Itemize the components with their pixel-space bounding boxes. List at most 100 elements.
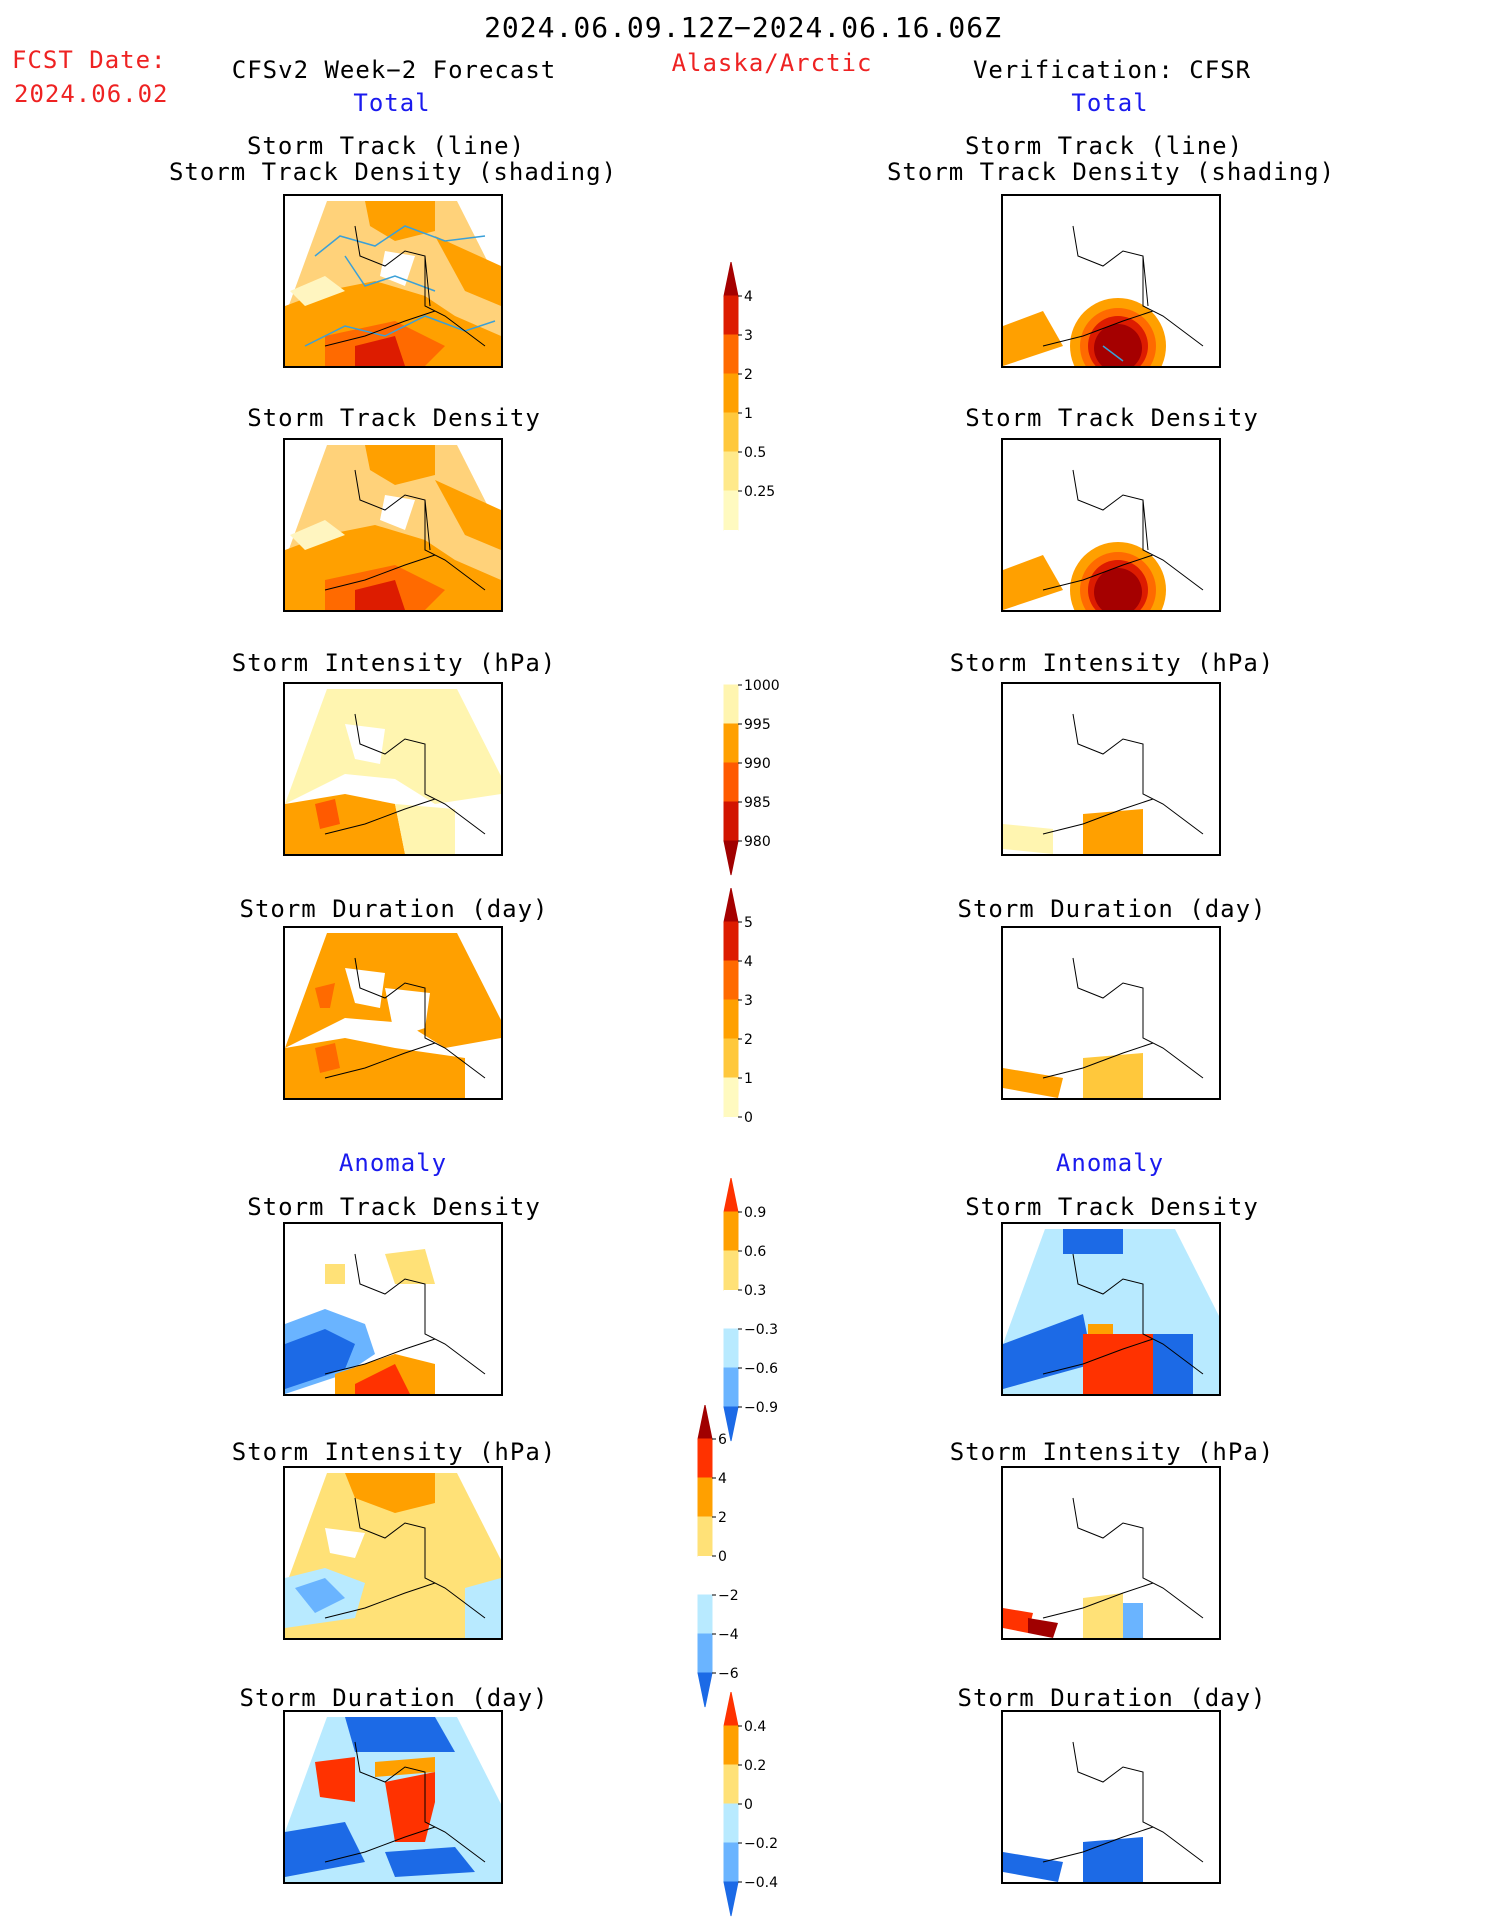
title-anom-intensity-right: Storm Intensity (hPa) <box>949 1438 1275 1466</box>
title-anom-density-left: Storm Track Density <box>247 1193 541 1221</box>
colorbar-label: 2 <box>744 367 753 383</box>
title-duration-left: Storm Duration (day) <box>239 895 549 923</box>
total-label-left: Total <box>353 89 431 117</box>
title-density-left: Storm Track Density <box>247 404 541 432</box>
forecast-title: CFSv2 Week−2 Forecast <box>231 56 557 84</box>
title-anom-intensity-left: Storm Intensity (hPa) <box>231 1438 557 1466</box>
total-label-right: Total <box>1071 89 1149 117</box>
colorbar-label: −4 <box>718 1627 739 1643</box>
colorbar-swatch <box>723 262 739 297</box>
colorbar-label: 985 <box>744 795 771 811</box>
colorbar-label: 0.5 <box>744 445 766 461</box>
colorbar-swatch <box>723 490 739 531</box>
title-track-line-left: Storm Track (line) <box>246 132 526 160</box>
colorbar-swatch <box>697 1438 713 1479</box>
map-anom-duration-verification <box>1001 1710 1221 1884</box>
verification-title: Verification: CFSR <box>972 56 1252 84</box>
colorbar-label: −2 <box>718 1588 739 1604</box>
colorbar-swatch <box>723 888 739 923</box>
colorbar-label: 0.2 <box>744 1758 766 1774</box>
colorbar-swatch <box>723 921 739 962</box>
colorbar-label: −0.6 <box>744 1361 778 1377</box>
map-duration-verification <box>1001 926 1221 1100</box>
title-anom-duration-right: Storm Duration (day) <box>957 1684 1267 1712</box>
colorbar-swatch <box>697 1594 713 1635</box>
colorbar-swatch <box>723 412 739 453</box>
colorbar-label: 0.4 <box>744 1719 766 1735</box>
colorbar-swatch <box>723 334 739 375</box>
map-duration-forecast <box>283 926 503 1100</box>
colorbar-swatch <box>723 1692 739 1727</box>
colorbar-label: 1 <box>744 1071 753 1087</box>
colorbar-label: 0 <box>718 1549 727 1565</box>
colorbar-label: 0 <box>744 1110 753 1126</box>
map-anom-density-forecast <box>283 1222 503 1396</box>
colorbar-swatch <box>723 1178 739 1213</box>
colorbar-label: 2 <box>744 1032 753 1048</box>
colorbar-swatch <box>698 1556 712 1595</box>
colorbar-label: −0.4 <box>744 1875 778 1891</box>
title-duration-right: Storm Duration (day) <box>957 895 1267 923</box>
colorbar-swatch <box>723 1842 739 1883</box>
colorbar-swatch <box>723 1211 739 1252</box>
colorbar-swatch <box>724 530 738 552</box>
colorbar-swatch <box>723 1367 739 1408</box>
map-anom-intensity-verification <box>1001 1466 1221 1640</box>
colorbar-label: 6 <box>718 1432 727 1448</box>
colorbar-swatch <box>723 373 739 414</box>
colorbar-swatch <box>723 762 739 803</box>
colorbar-swatch <box>723 1803 739 1844</box>
colorbar-label: 2 <box>718 1510 727 1526</box>
map-intensity-verification <box>1001 682 1221 856</box>
colorbar-swatch <box>723 684 739 725</box>
colorbar-swatch <box>723 451 739 492</box>
colorbar-swatch <box>723 295 739 336</box>
colorbar-label: 4 <box>744 289 753 305</box>
colorbar-swatch <box>723 840 739 876</box>
colorbar-label: −0.2 <box>744 1836 778 1852</box>
colorbar-label: −0.9 <box>744 1400 778 1416</box>
colorbar-label: −6 <box>718 1666 739 1682</box>
colorbar-swatch <box>697 1516 713 1557</box>
colorbar-swatch <box>723 1077 739 1118</box>
title-intensity-right: Storm Intensity (hPa) <box>949 649 1275 677</box>
colorbar-swatch <box>723 1406 739 1442</box>
map-track-forecast <box>283 194 503 368</box>
colorbar-swatch <box>723 1038 739 1079</box>
colorbar-label: 0.6 <box>744 1244 766 1260</box>
colorbar-swatch <box>723 999 739 1040</box>
colorbar-swatch <box>723 960 739 1001</box>
colorbar-intensity-total: 1000 995 990 985 980 <box>723 646 780 876</box>
colorbar-label: 1 <box>744 406 753 422</box>
colorbar-swatch <box>724 1117 738 1156</box>
colorbar-label: 0 <box>744 1797 753 1813</box>
colorbar-label: 3 <box>744 993 753 1009</box>
map-density-verification <box>1001 438 1221 612</box>
colorbar-label: 0.9 <box>744 1205 766 1221</box>
colorbar-swatch <box>697 1633 713 1674</box>
map-intensity-forecast <box>283 682 503 856</box>
colorbar-label: −0.3 <box>744 1322 778 1338</box>
map-anom-duration-forecast <box>283 1710 503 1884</box>
colorbar-label: 4 <box>744 954 753 970</box>
region-title: Alaska/Arctic <box>671 49 873 77</box>
colorbar-label: 5 <box>744 915 753 931</box>
anomaly-label-left: Anomaly <box>338 1149 448 1177</box>
title-anom-density-right: Storm Track Density <box>965 1193 1259 1221</box>
map-track-verification <box>1001 194 1221 368</box>
colorbar-density-total: 4 3 2 1 0.5 0.25 <box>723 262 775 552</box>
title-track-line-right: Storm Track (line) <box>964 132 1244 160</box>
colorbar-label: 995 <box>744 717 771 733</box>
colorbar-swatch <box>723 723 739 764</box>
colorbar-label: 990 <box>744 756 771 772</box>
period-title: 2024.06.09.12Z−2024.06.16.06Z <box>484 11 1002 44</box>
colorbar-swatch <box>724 646 738 685</box>
map-anom-intensity-forecast <box>283 1466 503 1640</box>
colorbar-swatch <box>723 1250 739 1291</box>
colorbar-label: 4 <box>718 1471 727 1487</box>
colorbar-label: 0.25 <box>744 484 775 500</box>
colorbar-swatch <box>697 1405 713 1440</box>
title-track-shading-right: Storm Track Density (shading) <box>886 158 1336 186</box>
colorbar-swatch <box>723 1881 739 1917</box>
anomaly-label-right: Anomaly <box>1055 1149 1165 1177</box>
